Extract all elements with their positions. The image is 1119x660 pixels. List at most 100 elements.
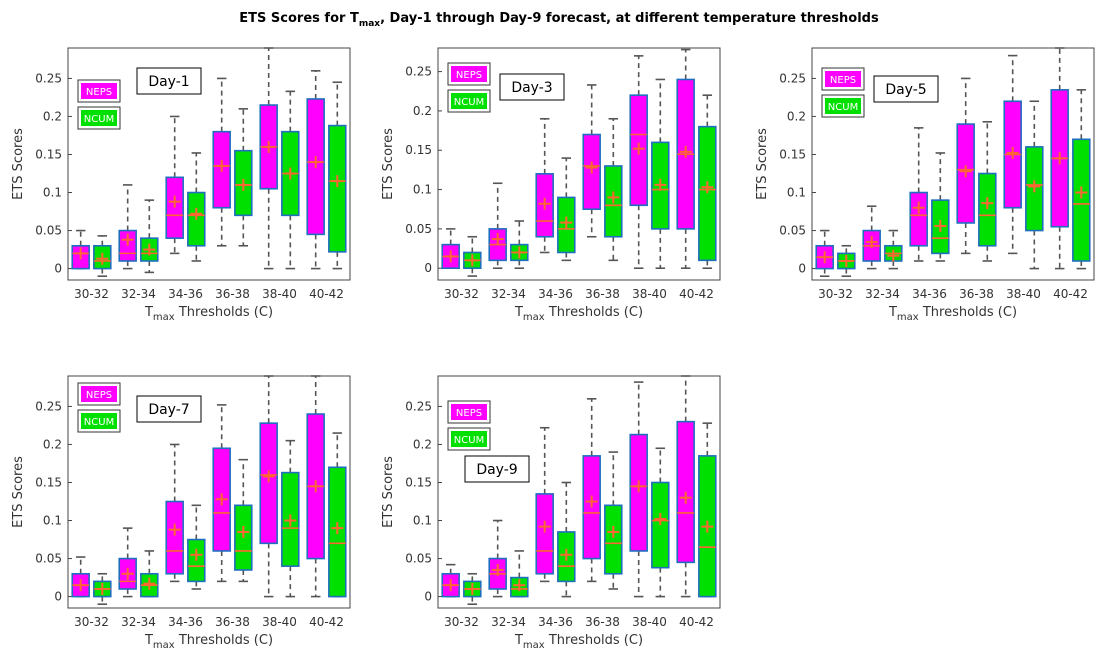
x-axis-label-subscript: max — [897, 312, 919, 323]
box-ncum-32-34 — [140, 199, 159, 274]
x-axis-label-subscript: max — [523, 640, 545, 651]
y-tick-label: 0.05 — [35, 224, 62, 238]
panel-label-frame — [873, 75, 939, 103]
x-tick-label: 38-40 — [262, 287, 297, 301]
y-tick-label: 0.05 — [35, 552, 62, 566]
box-neps-32-34 — [118, 527, 137, 598]
x-tick-label: 32-34 — [865, 287, 900, 301]
legend-ncum: NCUM — [77, 106, 121, 130]
legend-label: NEPS — [86, 87, 112, 98]
x-tick-label: 34-36 — [538, 287, 573, 301]
panel-label-box: Day-7 — [136, 395, 202, 423]
panel-label-frame — [136, 395, 202, 423]
box-ncum-34-36 — [931, 152, 950, 262]
box-neps-34-36 — [165, 115, 184, 255]
box-ncum-30-32 — [837, 244, 856, 277]
box-neps-34-36 — [535, 117, 554, 254]
box-neps-38-40 — [1003, 54, 1022, 255]
box-neps-32-34 — [488, 519, 507, 598]
x-tick-label: 30-32 — [74, 615, 109, 629]
x-tick-label: 36-38 — [215, 287, 250, 301]
x-axis-label-suffix: Thresholds (C) — [545, 305, 643, 320]
y-tick-label: 0.1 — [43, 514, 62, 528]
x-tick-label: 36-38 — [585, 615, 620, 629]
y-axis-label: ETS Scores — [11, 456, 26, 528]
box-body — [165, 176, 184, 239]
plot-area — [437, 375, 721, 609]
y-tick-label: 0.15 — [35, 147, 62, 161]
y-tick-label: 0.2 — [413, 104, 432, 118]
box-ncum-40-42 — [698, 422, 717, 598]
x-axis-label-prefix: T — [144, 305, 153, 320]
y-tick-label: 0.15 — [35, 475, 62, 489]
x-tick-label: 40-42 — [309, 615, 344, 629]
y-tick-label: 0 — [424, 590, 432, 604]
x-tick-label: 40-42 — [679, 287, 714, 301]
x-axis-label: Tmax Thresholds (C) — [888, 305, 1017, 323]
y-axis-label: ETS Scores — [381, 128, 396, 200]
y-tick-label: 0.25 — [779, 71, 806, 85]
figure-title: ETS Scores for Tmax, Day-1 through Day-9… — [239, 11, 879, 29]
box-body — [604, 504, 623, 575]
y-tick-label: 0.2 — [43, 437, 62, 451]
x-tick-label: 38-40 — [1006, 287, 1041, 301]
y-tick-label: 0.1 — [787, 186, 806, 200]
x-tick-label: 30-32 — [444, 287, 479, 301]
box-ncum-40-42 — [698, 94, 717, 270]
box-ncum-34-36 — [557, 481, 576, 598]
plot-area — [67, 375, 351, 609]
x-tick-label: 32-34 — [121, 615, 156, 629]
panel-day-9: 0 0.05 0.1 0.15 0.2 0.25 30-32 32-34 34-36 36-38 3… — [381, 375, 721, 651]
panel-label-text: Day-1 — [148, 74, 189, 90]
box-neps-36-38 — [956, 77, 975, 255]
box-neps-30-32 — [441, 563, 460, 598]
x-axis-label-subscript: max — [523, 312, 545, 323]
legend-ncum: NCUM — [447, 427, 491, 451]
x-axis-label: Tmax Thresholds (C) — [144, 633, 273, 651]
box-neps-30-32 — [71, 556, 90, 598]
box-ncum-30-32 — [463, 572, 482, 605]
legend-neps: NEPS — [77, 79, 121, 103]
x-tick-label: 38-40 — [262, 615, 297, 629]
y-tick-label: 0.2 — [43, 109, 62, 123]
box-ncum-36-38 — [234, 108, 253, 247]
panel-label-box: Day-1 — [136, 67, 202, 95]
box-neps-38-40 — [259, 47, 278, 270]
box-body — [909, 191, 928, 247]
plot-area — [67, 47, 351, 281]
x-axis-label-suffix: Thresholds (C) — [175, 305, 273, 320]
box-ncum-30-32 — [93, 235, 112, 277]
y-tick-label: 0.25 — [35, 71, 62, 85]
box-ncum-34-36 — [187, 152, 206, 262]
y-tick-label: 0.15 — [779, 147, 806, 161]
x-tick-label: 32-34 — [121, 287, 156, 301]
legend-label: NCUM — [84, 114, 114, 125]
box-ncum-38-40 — [281, 90, 300, 270]
legend-label: NCUM — [84, 417, 114, 428]
panel-label-text: Day-3 — [511, 80, 552, 96]
x-tick-label: 40-42 — [1053, 287, 1088, 301]
y-tick-label: 0.05 — [405, 552, 432, 566]
box-ncum-40-42 — [328, 81, 347, 270]
x-axis-label-prefix: T — [514, 305, 523, 320]
y-tick-label: 0 — [424, 261, 432, 275]
box-ncum-32-34 — [510, 550, 529, 598]
box-ncum-30-32 — [93, 572, 112, 605]
box-neps-32-34 — [118, 184, 137, 270]
panel-day-7: 0 0.05 0.1 0.15 0.2 0.25 30-32 32-34 34-36 36-38 3… — [11, 375, 351, 651]
box-ncum-36-38 — [604, 451, 623, 590]
legend-neps: NEPS — [447, 400, 491, 424]
legend-swatch — [81, 83, 117, 99]
x-tick-label: 32-34 — [491, 615, 526, 629]
panel-label-text: Day-5 — [885, 82, 926, 98]
x-axis-label-subscript: max — [153, 640, 175, 651]
panel-label-frame — [499, 73, 565, 101]
box-neps-40-42 — [306, 70, 325, 270]
legend-label: NCUM — [454, 435, 484, 446]
x-axis-label-suffix: Thresholds (C) — [919, 305, 1017, 320]
legend-label: NEPS — [456, 408, 482, 419]
box-neps-36-38 — [582, 398, 601, 583]
box-neps-36-38 — [212, 404, 231, 583]
y-tick-label: 0.1 — [413, 183, 432, 197]
